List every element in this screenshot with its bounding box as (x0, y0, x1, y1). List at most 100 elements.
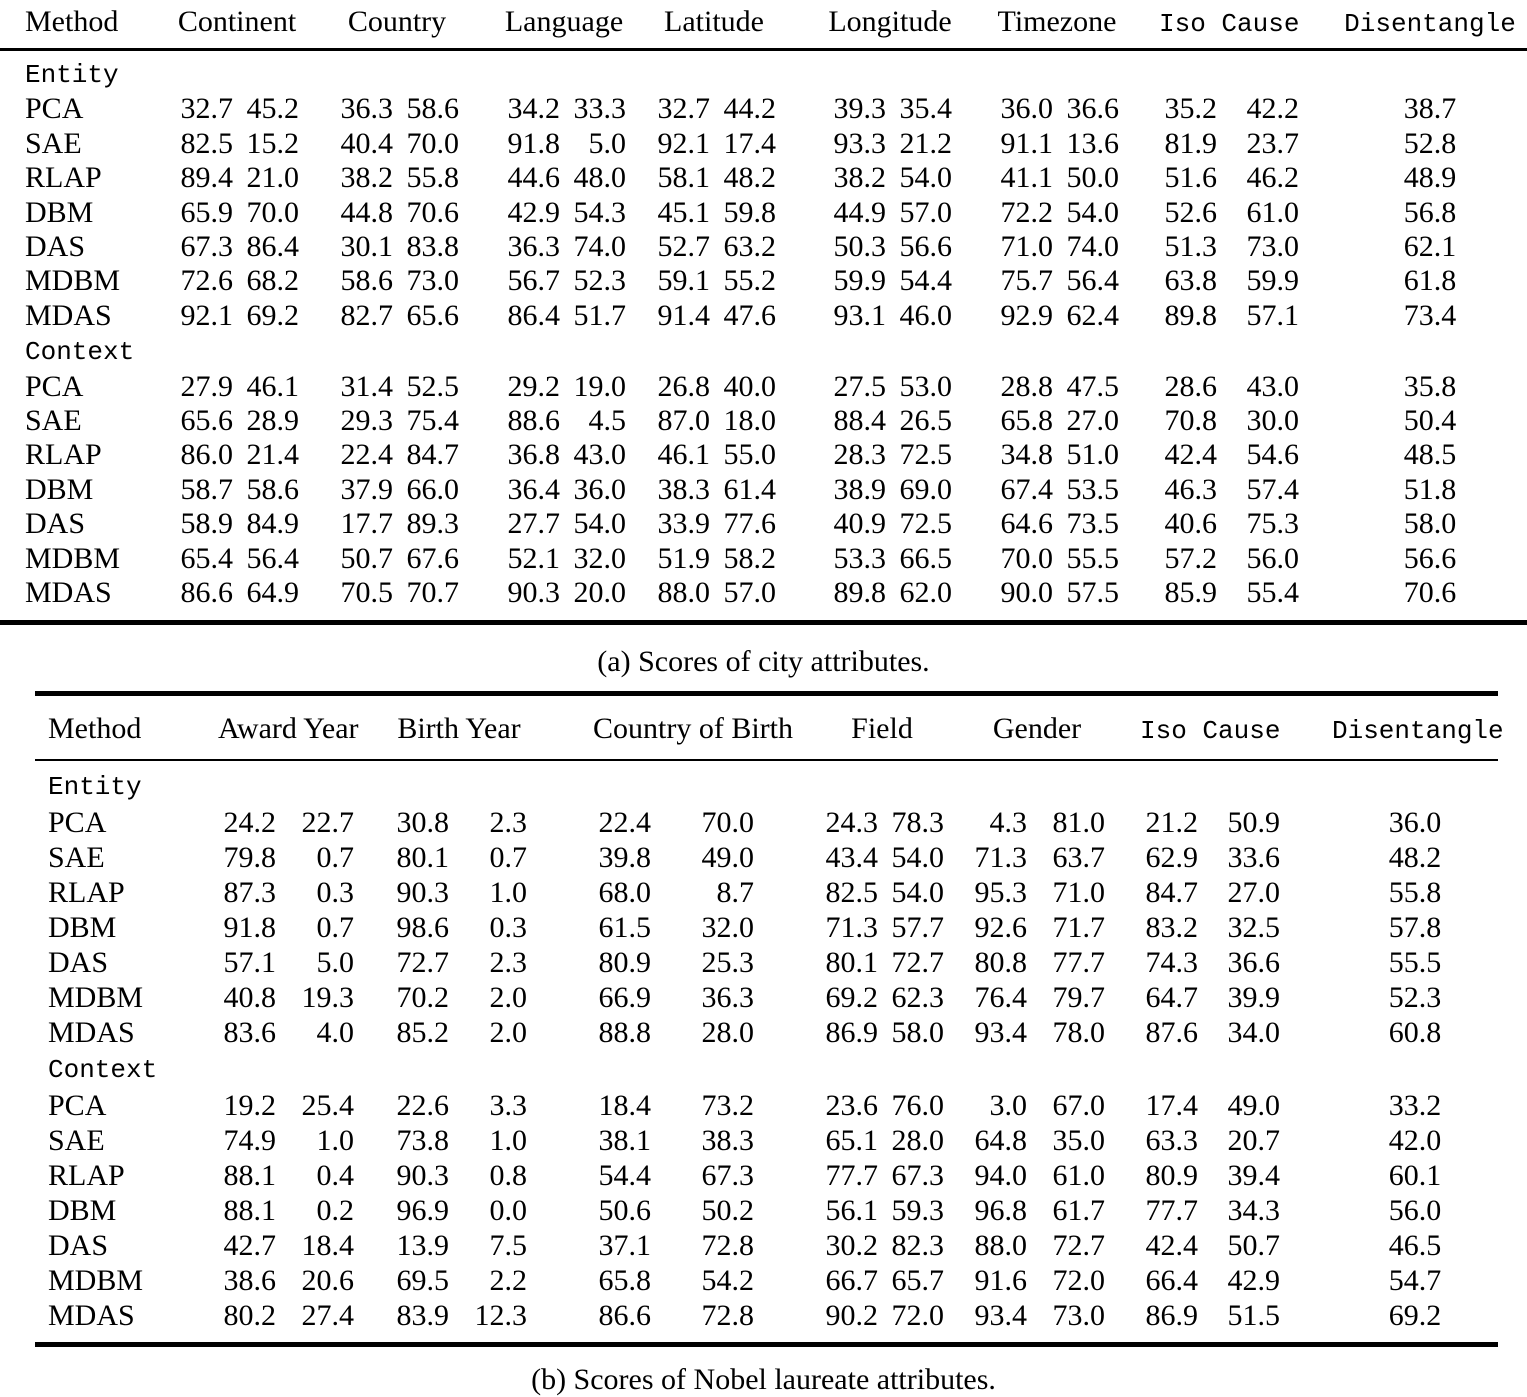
pair-cell: 71.3 63.7 (974, 840, 1106, 874)
section-label-row: Entity (25, 56, 1527, 92)
pair-cell: 17.7 89.3 (340, 507, 460, 541)
table-row: MDBM 65.4 56.4 50.7 67.6 52.1 32.0 51.9 58.2 53.3… (25, 542, 1527, 576)
pair-cell: 90.0 57.5 (1000, 576, 1120, 610)
pair-cell: 28.8 47.5 (1000, 369, 1120, 403)
pair-cell: 50.3 56.6 (833, 230, 953, 264)
table-row: MDBM 40.8 19.3 70.2 2.0 66.9 36.3 69.2 62.3 76.4 7… (48, 980, 1498, 1015)
pair-cell: 92.9 62.4 (1000, 298, 1120, 332)
pair-cell: 44.8 70.6 (340, 195, 460, 229)
method-cell: DBM (48, 1193, 117, 1227)
pair-cell: 74.9 1.0 (223, 1123, 355, 1157)
pair-cell: 69.5 2.2 (396, 1263, 528, 1297)
disentangle-cell: 50.4 (1403, 404, 1457, 438)
pair-cell: 82.5 15.2 (180, 126, 300, 160)
table-row: RLAP 87.3 0.3 90.3 1.0 68.0 8.7 82.5 54.0 95.3 71.… (48, 875, 1498, 910)
pair-cell: 29.3 75.4 (340, 404, 460, 438)
disentangle-cell: 52.8 (1403, 126, 1457, 160)
pair-cell: 86.4 51.7 (507, 298, 627, 332)
pair-cell: 92.6 71.7 (974, 910, 1106, 944)
disentangle-cell: 52.3 (1388, 980, 1442, 1014)
table-row: SAE 74.9 1.0 73.8 1.0 38.1 38.3 65.1 28.0 64.8 35.… (48, 1123, 1498, 1158)
pair-cell: 86.9 51.5 (1145, 1298, 1281, 1332)
pair-cell: 22.4 84.7 (340, 438, 460, 472)
pair-cell: 56.7 52.3 (507, 264, 627, 298)
method-cell: RLAP (25, 438, 102, 472)
pair-cell: 98.6 0.3 (396, 910, 528, 944)
pair-cell: 40.6 75.3 (1164, 507, 1300, 541)
method-cell: SAE (25, 126, 82, 160)
pair-cell: 70.5 70.7 (340, 576, 460, 610)
disentangle-cell: 55.8 (1388, 875, 1442, 909)
disentangle-cell: 56.6 (1403, 541, 1457, 575)
pair-cell: 84.7 27.0 (1145, 875, 1281, 909)
caption-table-b: (b) Scores of Nobel laureate attributes. (531, 1362, 996, 1396)
pair-cell: 30.1 83.8 (340, 230, 460, 264)
disentangle-cell: 73.4 (1403, 298, 1457, 332)
pair-cell: 85.9 55.4 (1164, 576, 1300, 610)
column-header: Field (851, 711, 913, 745)
pair-cell: 88.0 72.7 (974, 1228, 1106, 1262)
pair-cell: 77.7 34.3 (1145, 1193, 1281, 1227)
pair-cell: 68.0 8.7 (598, 875, 755, 909)
pair-cell: 86.6 72.8 (598, 1298, 755, 1332)
pair-cell: 91.8 0.7 (223, 910, 355, 944)
pair-cell: 64.6 73.5 (1000, 507, 1120, 541)
pair-cell: 17.4 49.0 (1145, 1088, 1281, 1122)
pair-cell: 93.4 73.0 (974, 1298, 1106, 1332)
table-row: SAE 65.6 28.9 29.3 75.4 88.6 4.5 87.0 18.0 88.4 26… (25, 404, 1527, 438)
method-cell: MDAS (25, 298, 112, 332)
section-label: Context (48, 1054, 158, 1085)
pair-cell: 65.9 70.0 (180, 195, 300, 229)
pair-cell: 58.1 48.2 (657, 161, 777, 195)
method-cell: DAS (25, 230, 86, 264)
table-row: MDBM 72.6 68.2 58.6 73.0 56.7 52.3 59.1 55.2 59.9… (25, 264, 1527, 298)
pair-cell: 38.3 61.4 (657, 472, 777, 506)
pair-cell: 93.1 46.0 (833, 298, 953, 332)
column-header: Award Year (218, 711, 359, 745)
pair-cell: 82.7 65.6 (340, 298, 460, 332)
column-header: Latitude (664, 5, 764, 38)
pair-cell: 32.7 45.2 (180, 92, 300, 126)
pair-cell: 50.6 50.2 (598, 1193, 755, 1227)
column-header: Country (347, 5, 447, 38)
method-cell: MDBM (25, 264, 121, 298)
pair-cell: 27.7 54.0 (507, 507, 627, 541)
pair-cell: 40.4 70.0 (340, 126, 460, 160)
pair-cell: 28.6 43.0 (1164, 369, 1300, 403)
pair-cell: 34.8 51.0 (1000, 438, 1120, 472)
pair-cell: 44.6 48.0 (507, 161, 627, 195)
pair-cell: 51.3 73.0 (1164, 230, 1300, 264)
pair-cell: 63.8 59.9 (1164, 264, 1300, 298)
pair-cell: 91.8 5.0 (507, 126, 627, 160)
pair-cell: 52.6 61.0 (1164, 195, 1300, 229)
pair-cell: 87.3 0.3 (223, 875, 355, 909)
table-row: DBM 91.8 0.7 98.6 0.3 61.5 32.0 71.3 57.7 92.6 71.… (48, 910, 1498, 945)
pair-cell: 80.1 0.7 (396, 840, 528, 874)
pair-cell: 40.8 19.3 (223, 980, 355, 1014)
pair-cell: 32.7 44.2 (657, 92, 777, 126)
pair-cell: 42.7 18.4 (223, 1228, 355, 1262)
method-cell: RLAP (48, 875, 125, 909)
table-row: RLAP 86.0 21.4 22.4 84.7 36.8 43.0 46.1 55.0 28.3… (25, 438, 1527, 472)
pair-cell: 73.8 1.0 (396, 1123, 528, 1157)
pair-cell: 65.8 27.0 (1000, 404, 1120, 438)
method-cell: PCA (48, 805, 107, 839)
table-row: MDBM 38.6 20.6 69.5 2.2 65.8 54.2 66.7 65.7 91.6 7… (48, 1263, 1498, 1298)
caption-table-a: (a) Scores of city attributes. (597, 644, 930, 678)
pair-cell: 58.9 84.9 (180, 507, 300, 541)
method-cell: MDAS (25, 576, 112, 610)
disentangle-cell: 57.8 (1388, 910, 1442, 944)
pair-cell: 66.4 42.9 (1145, 1263, 1281, 1297)
disentangle-cell: 61.8 (1403, 264, 1457, 298)
pair-cell: 88.1 0.2 (223, 1193, 355, 1227)
table-row: DBM 88.1 0.2 96.9 0.0 50.6 50.2 56.1 59.3 96.8 61.… (48, 1193, 1498, 1228)
method-cell: DAS (25, 507, 86, 541)
pair-cell: 29.2 19.0 (507, 369, 627, 403)
pair-cell: 83.9 12.3 (396, 1298, 528, 1332)
section-label-row: Context (48, 1050, 1498, 1088)
nobel-attributes-table: Method Award Year Birth Year Country of Bir… (35, 690, 1504, 1347)
pair-cell: 92.1 17.4 (657, 126, 777, 160)
table-row: MDAS 92.1 69.2 82.7 65.6 86.4 51.7 91.4 47.6 93.1… (25, 299, 1527, 333)
pair-cell: 38.2 54.0 (833, 161, 953, 195)
pair-cell: 80.9 39.4 (1145, 1158, 1281, 1192)
